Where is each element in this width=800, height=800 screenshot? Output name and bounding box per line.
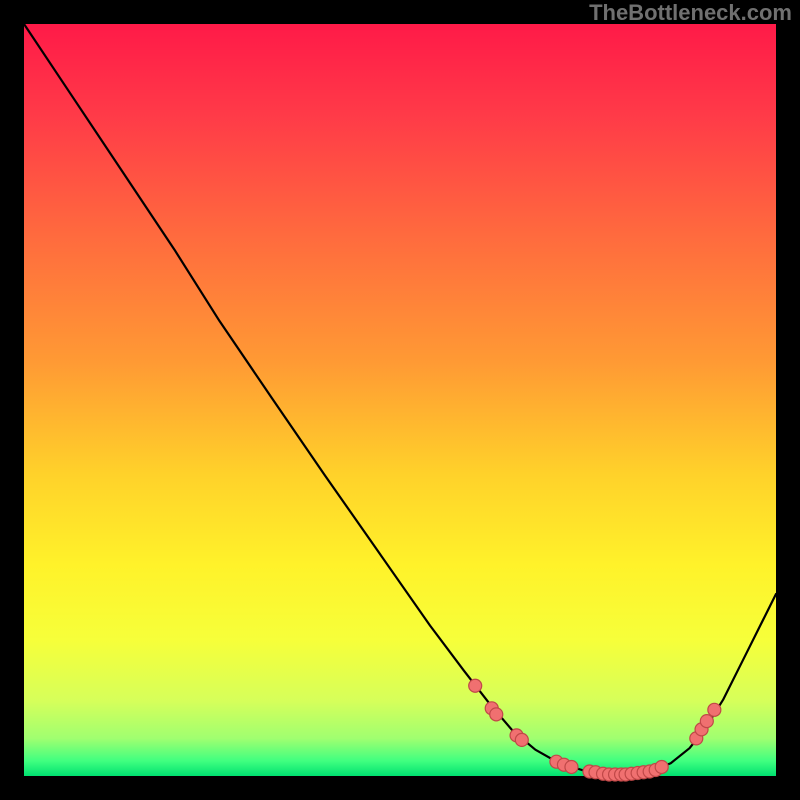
marker-point: [655, 760, 668, 773]
chart-svg: [24, 24, 776, 776]
marker-point: [565, 760, 578, 773]
attribution-text: TheBottleneck.com: [589, 0, 792, 26]
marker-point: [708, 703, 721, 716]
marker-point: [515, 733, 528, 746]
marker-group: [469, 679, 721, 781]
plot-area: [24, 24, 776, 776]
marker-point: [700, 715, 713, 728]
marker-point: [490, 708, 503, 721]
marker-point: [469, 679, 482, 692]
bottleneck-curve: [24, 24, 776, 775]
